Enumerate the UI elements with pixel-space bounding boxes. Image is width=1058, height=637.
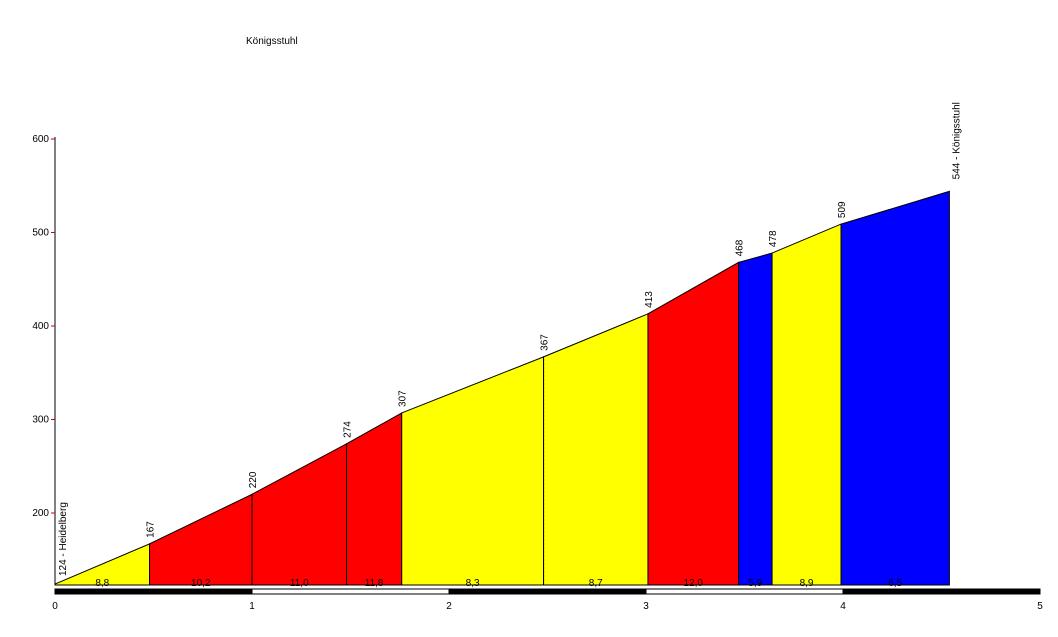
end-label: 544 - Königsstuhl: [951, 102, 962, 179]
y-tick-label: 400: [32, 321, 49, 332]
segment-6: [647, 261, 740, 586]
x-tick-label: 0: [52, 601, 58, 612]
segment-gradient-label: 8,7: [589, 578, 603, 589]
segment-gradient-label: 6,5: [888, 578, 902, 589]
distance-bar-km-3: [645, 588, 844, 595]
x-tick-label: 4: [840, 601, 846, 612]
distance-bar-km-4: [842, 588, 1041, 595]
y-tick-label: 200: [32, 508, 49, 519]
start-label: 124 - Heidelberg: [58, 502, 69, 576]
segment-gradient-label: 5,9: [748, 578, 762, 589]
y-tick-label: 500: [32, 228, 49, 239]
distance-bar-km-1: [251, 588, 450, 595]
y-tick-label: 600: [32, 134, 49, 145]
segment-gradient-label: 8,9: [800, 578, 814, 589]
x-tick-label: 5: [1037, 601, 1043, 612]
elevation-label: 220: [248, 471, 259, 488]
elevation-label: 468: [735, 239, 746, 256]
segment-gradient-label: 12,0: [684, 578, 704, 589]
elevation-label: 167: [146, 521, 157, 538]
segment-9: [840, 190, 950, 586]
elevation-label: 307: [398, 390, 409, 407]
distance-bar-km-0: [54, 588, 253, 595]
chart-title: Königsstuhl: [246, 36, 298, 47]
segment-4: [401, 356, 545, 586]
segment-gradient-label: 8,8: [95, 578, 109, 589]
segment-3: [346, 412, 403, 586]
segment-gradient-label: 10,2: [191, 578, 211, 589]
segment-1: [149, 493, 253, 586]
x-tick-label: 2: [446, 601, 452, 612]
segment-gradient-label: 8,3: [466, 578, 480, 589]
elevation-label: 367: [540, 334, 551, 351]
elevation-label: 274: [343, 421, 354, 438]
elevation-label: 413: [644, 291, 655, 308]
distance-bar-km-2: [448, 588, 647, 595]
elevation-label: 509: [837, 201, 848, 218]
segment-gradient-label: 11,8: [365, 578, 384, 589]
segment-5: [543, 313, 649, 586]
segment-8: [771, 223, 842, 586]
x-tick-label: 3: [643, 601, 649, 612]
y-tick-label: 300: [32, 415, 49, 426]
x-tick-label: 1: [249, 601, 255, 612]
segment-7: [738, 252, 773, 586]
elevation-label: 478: [768, 230, 779, 247]
segment-gradient-label: 11,0: [290, 578, 309, 589]
segment-2: [251, 442, 348, 586]
